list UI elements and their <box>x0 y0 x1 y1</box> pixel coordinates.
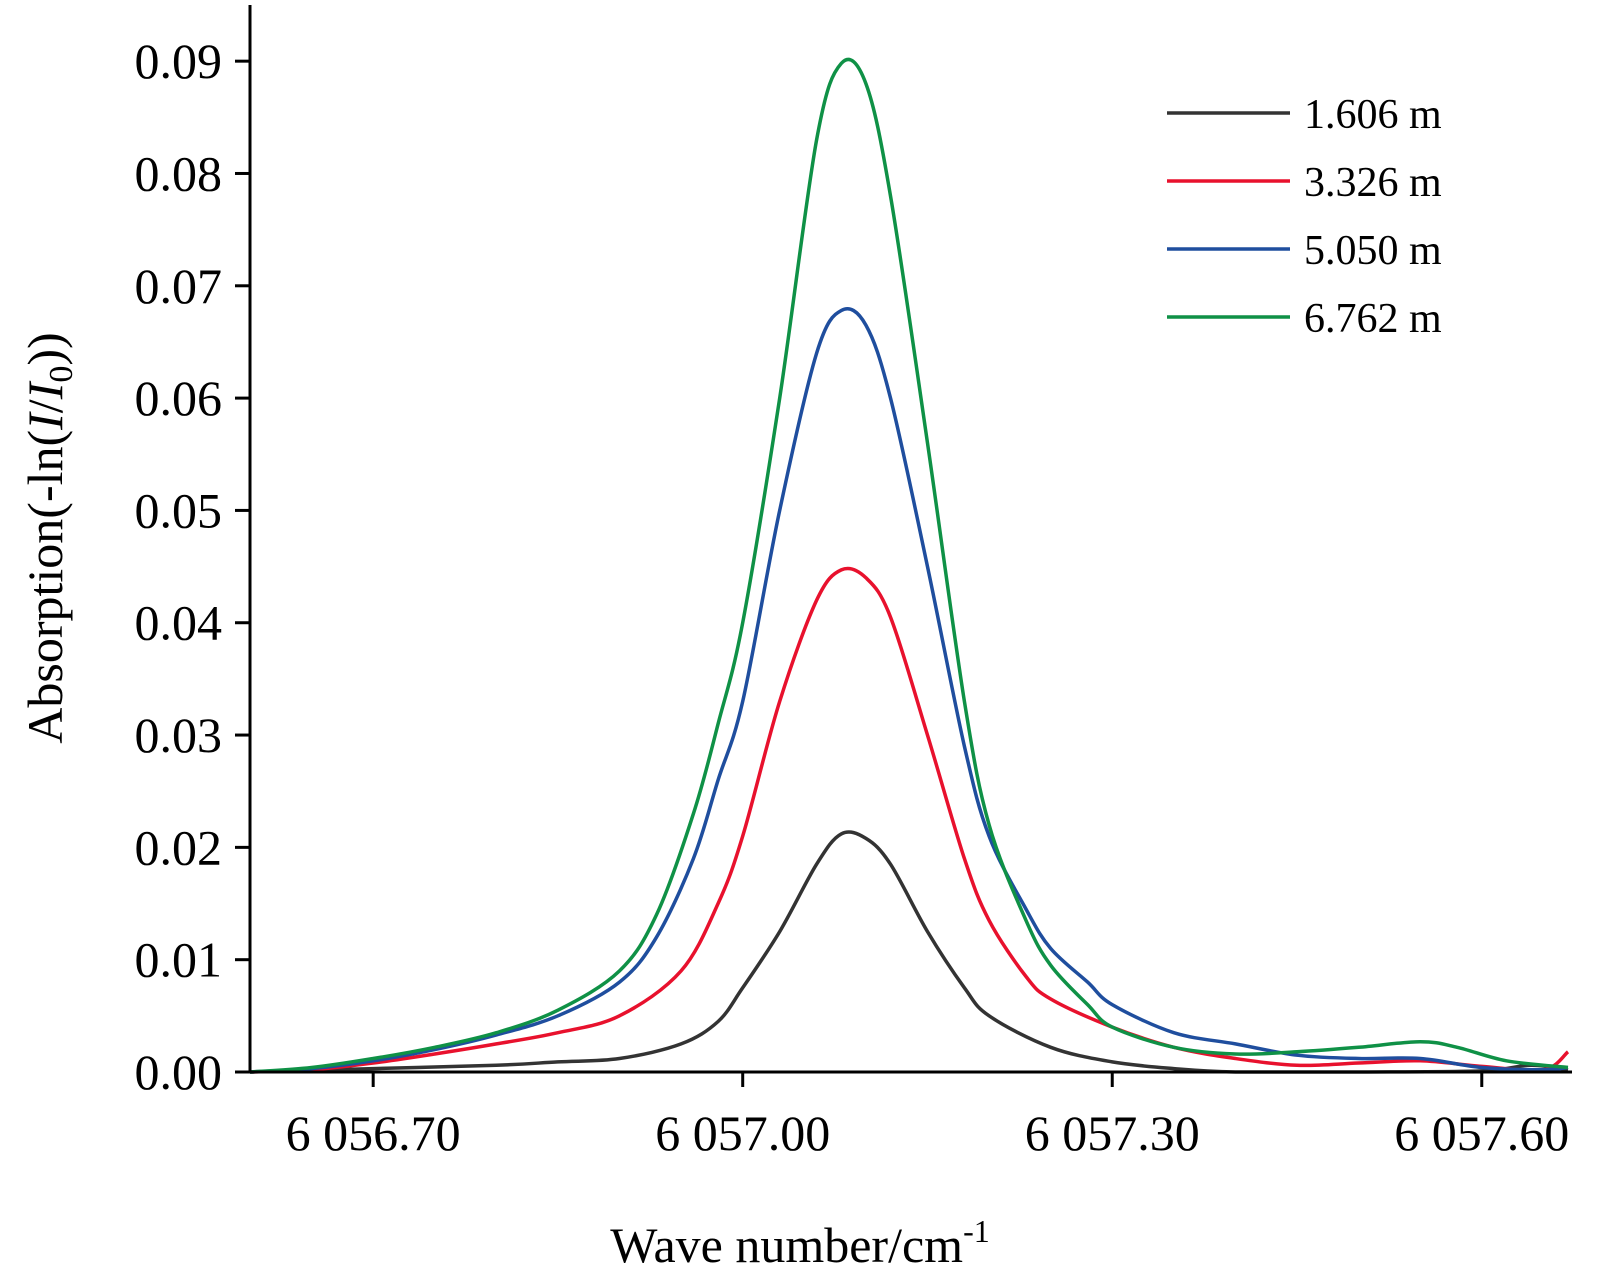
y-tick-label-7: 0.07 <box>135 258 223 314</box>
legend-label-3: 5.050 m <box>1304 228 1442 274</box>
x-tick-label-1: 6 057.00 <box>655 1105 830 1161</box>
series-line-1 <box>249 830 1569 1074</box>
y-tick-label-4: 0.04 <box>135 595 223 651</box>
x-tick-label-3: 6 057.60 <box>1394 1105 1569 1161</box>
y-tick-label-3: 0.03 <box>135 707 223 763</box>
ticks-layer: 0.00 0.01 0.02 0.03 0.04 0.05 0.06 0.07 0.08 0.09… <box>135 33 1570 1161</box>
y-tick-label-0: 0.00 <box>135 1044 223 1100</box>
legend-label-2: 3.326 m <box>1304 160 1442 206</box>
series-layer <box>249 57 1570 1074</box>
y-tick-label-5: 0.05 <box>135 482 223 538</box>
series-line-4 <box>249 57 1569 1074</box>
y-tick-label-6: 0.06 <box>135 370 223 426</box>
y-tick-label-1: 0.01 <box>135 932 223 988</box>
y-tick-label-8: 0.08 <box>135 145 223 201</box>
x-tick-label-0: 6 056.70 <box>286 1105 461 1161</box>
y-tick-label-9: 0.09 <box>135 33 223 89</box>
x-tick-label-2: 6 057.30 <box>1025 1105 1200 1161</box>
series-line-2 <box>249 566 1570 1074</box>
x-axis-title: Wave number/cm-1 <box>610 1213 989 1273</box>
legend: 1.606 m 3.326 m 5.050 m 6.762 m <box>1167 92 1442 342</box>
legend-label-4: 6.762 m <box>1304 296 1442 342</box>
legend-label-1: 1.606 m <box>1304 92 1442 138</box>
series-line-3 <box>249 307 1569 1074</box>
x-axis-title-superscript: -1 <box>963 1213 990 1249</box>
axes-layer <box>248 5 1572 1074</box>
y-axis-title: Absorption(-ln(I/I0)) <box>17 332 80 743</box>
y-tick-label-2: 0.02 <box>135 819 223 875</box>
